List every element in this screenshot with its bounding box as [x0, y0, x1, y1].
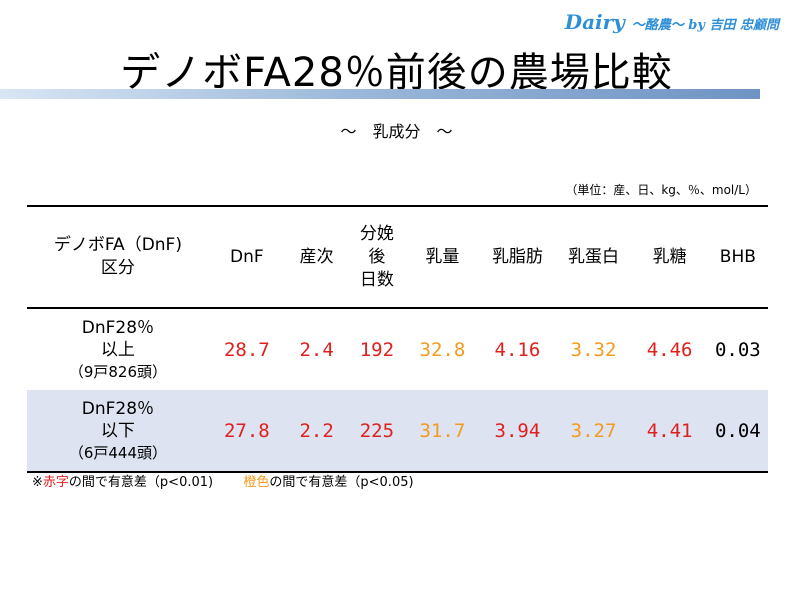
cell-parity: 2.4	[299, 338, 334, 361]
cell-milk-protein: 3.27	[570, 419, 617, 442]
header-bhb: BHB	[719, 246, 756, 267]
header-category: デノボFA（DnF) 区分	[27, 206, 209, 308]
header-category-line2: 区分	[100, 258, 135, 278]
cell-parity: 2.2	[299, 419, 334, 442]
header-category-line1: デノボFA（DnF)	[53, 235, 182, 255]
row-label-line1: DnF28％	[81, 398, 155, 419]
row-label: DnF28％ 以上 （9戸826頭）	[27, 308, 209, 390]
row-label-line3: （6戸444頭）	[68, 443, 167, 462]
cell-days-in-milk: 225	[359, 419, 395, 442]
header-days-in-milk: 分娩 後 日数	[348, 206, 405, 308]
brand-sub: ～酪農～ by 吉田 忠顧問	[631, 18, 779, 33]
comparison-table: デノボFA（DnF) 区分 DnF 産次 分娩 後 日数 乳量 乳脂肪 乳蛋白 …	[27, 205, 768, 473]
cell-days-in-milk: 192	[359, 338, 395, 361]
header-dim-line2: 後	[368, 246, 386, 267]
page-title: デノボFA28％前後の農場比較	[120, 50, 673, 96]
header-lactose: 乳糖	[652, 246, 687, 267]
row-label-line2: 以下	[100, 420, 135, 441]
row-label-line3: （9戸826頭）	[68, 362, 167, 381]
unit-note: （単位：産、日、kg、％、mol/L）	[565, 183, 757, 197]
row-label-line1: DnF28％	[81, 317, 155, 338]
title-underline-bar	[0, 89, 760, 99]
footnote-orange-word: 橙色	[243, 475, 270, 490]
footnote-prefix: ※	[32, 475, 43, 490]
row-label: DnF28％ 以下 （6戸444頭）	[27, 390, 209, 472]
cell-milk-yield: 31.7	[419, 419, 466, 442]
table-row: DnF28％ 以上 （9戸826頭） 28.7 2.4 192 32.8 4.1…	[27, 308, 768, 390]
table-header-row: デノボFA（DnF) 区分 DnF 産次 分娩 後 日数 乳量 乳脂肪 乳蛋白 …	[27, 206, 768, 308]
cell-bhb: 0.03	[714, 338, 761, 361]
brand-main: Dairy	[564, 10, 625, 34]
cell-dnf: 27.8	[223, 419, 270, 442]
cell-milk-fat: 4.16	[494, 338, 541, 361]
header-milk-protein: 乳蛋白	[568, 246, 620, 267]
header-dnf: DnF	[230, 246, 264, 267]
row-label-line2: 以上	[100, 339, 135, 360]
cell-milk-protein: 3.32	[570, 338, 617, 361]
table-row: DnF28％ 以下 （6戸444頭） 27.8 2.2 225 31.7 3.9…	[27, 390, 768, 472]
section-subtitle: ～ 乳成分 ～	[340, 122, 453, 141]
significance-footnote: ※赤字の間で有意差（p<0.01) 橙色の間で有意差（p<0.05)	[32, 471, 414, 490]
header-parity: 産次	[299, 246, 334, 267]
header-milk-yield: 乳量	[425, 246, 460, 267]
cell-lactose: 4.41	[646, 419, 693, 442]
cell-milk-yield: 32.8	[419, 338, 466, 361]
cell-bhb: 0.04	[714, 419, 761, 442]
brand-logo: Dairy ～酪農～ by 吉田 忠顧問	[565, 10, 779, 34]
header-dim-line3: 日数	[359, 269, 394, 290]
cell-dnf: 28.7	[223, 338, 270, 361]
header-dim-line1: 分娩	[359, 223, 394, 244]
cell-lactose: 4.46	[646, 338, 693, 361]
footnote-red-word: 赤字	[42, 475, 69, 490]
header-milk-fat: 乳脂肪	[491, 246, 543, 267]
cell-milk-fat: 3.94	[494, 419, 541, 442]
footnote-orange-text: の間で有意差（p<0.05)	[269, 475, 414, 490]
footnote-red-text: の間で有意差（p<0.01)	[68, 475, 214, 490]
